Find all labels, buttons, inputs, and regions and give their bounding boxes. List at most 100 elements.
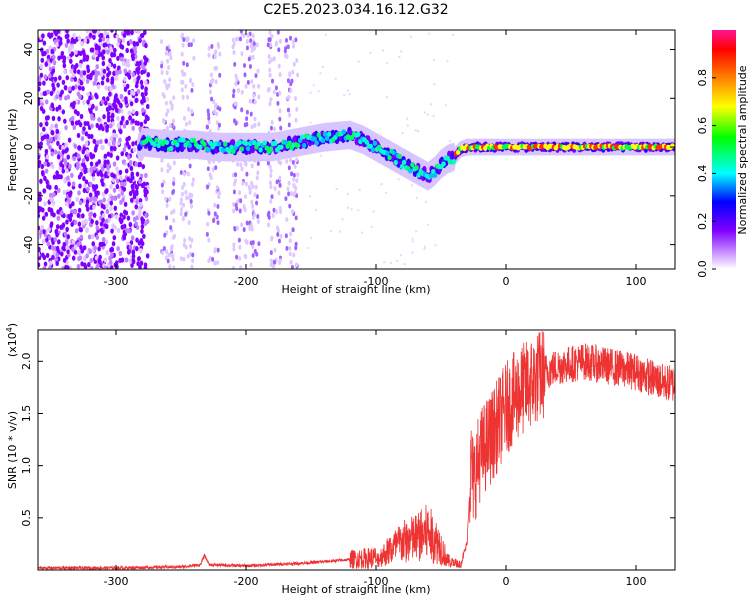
spectrogram-noise-mark xyxy=(55,41,59,48)
spectrogram-noise-mark xyxy=(82,245,87,251)
spectrogram-ridge-peak xyxy=(175,142,180,148)
spectrogram-noise-mark xyxy=(43,50,47,56)
spectrogram-streak-mark xyxy=(276,228,280,234)
spectrogram-noise-mark xyxy=(143,262,148,268)
spectrogram-streak-mark xyxy=(186,94,190,100)
spectrogram-noise-mark xyxy=(119,212,124,218)
spectrogram-noise-mark xyxy=(96,171,101,177)
spectrogram-streak-mark xyxy=(160,39,164,44)
spectrogram-noise-mark xyxy=(39,178,43,184)
spectrogram-streak-mark xyxy=(235,225,239,231)
spectrogram-streak-mark xyxy=(254,73,258,79)
spectrogram-ridge-peak xyxy=(287,140,292,146)
spectrogram-noise-mark xyxy=(81,213,85,219)
spectrogram-noise-mark xyxy=(110,51,114,57)
spectrogram-ridge-peak xyxy=(327,131,332,137)
spectrogram-noise-mark xyxy=(61,79,66,85)
spectrogram-ridge-peak xyxy=(279,144,284,150)
spectrogram-streak-mark xyxy=(172,188,176,194)
spectrogram-streak-mark xyxy=(272,89,276,95)
spectrogram-streak-mark xyxy=(216,220,220,226)
spectrogram-faint-mark xyxy=(310,236,313,239)
spectrogram-noise-mark xyxy=(106,72,110,78)
spectrogram-streak-mark xyxy=(285,158,289,164)
spectrogram-ridge-peak xyxy=(202,141,207,147)
spectrogram-streak-mark xyxy=(233,62,237,67)
spectrogram-noise-mark xyxy=(117,187,122,193)
spectrogram-faint-mark xyxy=(389,261,392,264)
spectrogram-streak-mark xyxy=(242,227,246,232)
spectrogram-streak-mark xyxy=(287,122,291,128)
spectrogram-noise-mark xyxy=(76,153,81,159)
spectrogram-streak-mark xyxy=(206,221,210,227)
spectrogram-noise-mark xyxy=(99,138,103,145)
spectrogram-ridge-peak xyxy=(264,145,269,151)
spectrogram-noise-mark xyxy=(118,250,123,257)
spectrogram-streak-mark xyxy=(289,259,293,265)
spectrogram-streak-mark xyxy=(294,117,298,123)
spectrogram-noise-mark xyxy=(77,221,82,227)
spectrogram-faint-mark xyxy=(452,33,455,36)
spectrogram-streak-mark xyxy=(294,215,298,221)
spectrogram-streak-mark xyxy=(245,39,249,44)
spectrogram-noise-mark xyxy=(38,213,41,219)
spectrogram-streak-mark xyxy=(217,194,221,200)
spectrogram-faint-mark xyxy=(348,93,351,96)
spectrogram-noise-mark xyxy=(60,209,64,216)
spectrogram-noise-mark xyxy=(50,151,55,157)
spectrogram-streak-mark xyxy=(160,167,164,173)
spectrogram-noise-mark xyxy=(73,209,78,215)
spectrogram-noise-mark xyxy=(109,265,114,269)
spectrogram-noise-mark xyxy=(115,33,120,39)
spectrogram-noise-mark xyxy=(101,181,105,187)
spectrogram-noise-mark xyxy=(108,57,112,64)
spectrogram-streak-mark xyxy=(245,122,249,127)
spectrogram-streak-mark xyxy=(166,58,170,64)
spectrogram-faint-mark xyxy=(400,254,403,257)
spectrogram-noise-mark xyxy=(128,159,133,166)
spectrogram-streak-mark xyxy=(284,233,288,239)
spectrogram-streak-mark xyxy=(179,170,183,175)
spectrogram-faint-mark xyxy=(319,72,322,75)
spectrogram-noise-mark xyxy=(68,163,72,169)
spectrogram-noise-mark xyxy=(60,89,64,95)
spectrogram-streak-mark xyxy=(218,72,222,78)
spectrogram-noise-mark xyxy=(80,135,85,142)
spectrogram-ridge-peak xyxy=(223,141,228,147)
spectrogram-noise-mark xyxy=(85,156,90,162)
spectrogram-streak-mark xyxy=(287,165,291,171)
spectrogram-noise-mark xyxy=(105,124,109,130)
spectrogram-noise-mark xyxy=(44,99,49,105)
spectrogram-streak-mark xyxy=(206,166,210,172)
spectrogram-streak-mark xyxy=(231,93,235,99)
spectrogram-noise-mark xyxy=(92,204,96,210)
spectrogram-streak-mark xyxy=(169,100,173,106)
spectrogram-noise-mark xyxy=(107,62,112,69)
spectrogram-streak-mark xyxy=(207,119,211,125)
spectrogram-noise-mark xyxy=(97,246,101,252)
spectrogram-noise-mark xyxy=(90,218,94,224)
spectrogram-streak-mark xyxy=(257,121,261,127)
spectrogram-faint-mark xyxy=(411,251,414,254)
spectrogram-noise-mark xyxy=(112,70,116,76)
spectrogram-noise-mark xyxy=(55,170,59,176)
spectrogram-noise-mark xyxy=(75,196,80,203)
spectrogram-noise-mark xyxy=(73,143,78,149)
spectrogram-streak-mark xyxy=(184,190,188,195)
spectrogram-streak-mark xyxy=(296,172,300,178)
spectrogram-streak-mark xyxy=(288,112,292,118)
spectrogram-faint-mark xyxy=(406,124,409,127)
spectrogram-noise-mark xyxy=(42,80,46,86)
spectrogram-noise-mark xyxy=(95,139,100,145)
snr-scale-label: (x104) xyxy=(5,323,19,357)
spectrogram-noise-mark xyxy=(106,165,110,171)
spectrogram-faint-mark xyxy=(321,65,324,68)
spectrogram-noise-mark xyxy=(126,58,131,64)
spectrogram-streak-mark xyxy=(216,260,220,266)
spectrogram-noise-mark xyxy=(128,115,132,121)
spectrogram-streak-mark xyxy=(182,37,186,42)
spectrogram-noise-mark xyxy=(89,161,94,167)
spectrogram-streak-mark xyxy=(268,67,272,73)
spectrogram-noise-mark xyxy=(38,208,41,214)
spectrogram-streak-mark xyxy=(268,72,272,78)
